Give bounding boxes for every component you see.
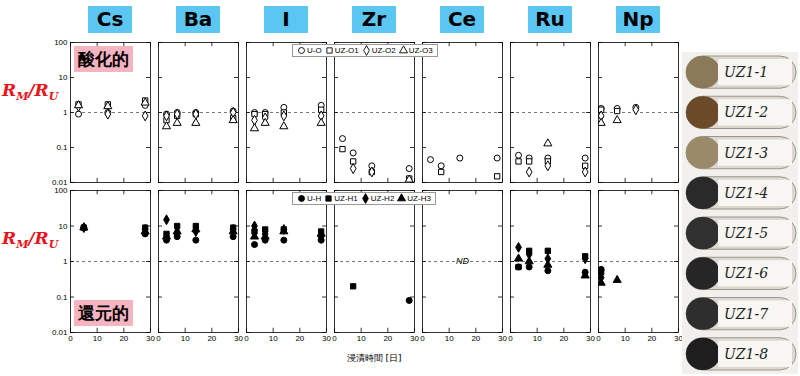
svg-text:0.1: 0.1 (56, 293, 68, 302)
svg-text:10: 10 (93, 334, 102, 343)
svg-text:0: 0 (420, 334, 425, 343)
svg-text:10: 10 (533, 334, 542, 343)
svg-text:30: 30 (674, 334, 683, 344)
svg-text:20: 20 (471, 334, 480, 343)
svg-text:30: 30 (498, 334, 507, 343)
html-text:RM/ RU: RM/ RU (2, 228, 59, 252)
html-text:UZ-H1: UZ-H1 (334, 194, 358, 203)
html-text:還元的: 還元的 (78, 303, 129, 323)
svg-text:1: 1 (63, 108, 68, 117)
svg-text:0.01: 0.01 (51, 178, 68, 188)
svg-text:UZ1-6: UZ1-6 (724, 265, 768, 281)
svg-text:10: 10 (59, 73, 68, 82)
html-text:Np: Np (622, 7, 654, 31)
html-text:Cs: Cs (96, 7, 124, 31)
html-text:UZ-H2: UZ-H2 (370, 194, 395, 203)
svg-text:100: 100 (54, 38, 68, 47)
svg-text:UZ1-2: UZ1-2 (724, 104, 768, 120)
svg-text:0: 0 (332, 334, 337, 343)
html-text:UZ-H3: UZ-H3 (407, 194, 431, 203)
svg-text:0: 0 (68, 334, 73, 343)
svg-text:30: 30 (586, 334, 595, 343)
svg-text:20: 20 (559, 334, 568, 343)
svg-text:10: 10 (269, 334, 278, 343)
html-text:Ba: Ba (183, 7, 213, 31)
html-text:UZ-O1: UZ-O1 (334, 46, 359, 55)
svg-text:0: 0 (508, 334, 513, 343)
svg-text:10: 10 (621, 334, 630, 343)
html-text:酸化的: 酸化的 (78, 49, 129, 69)
svg-text:UZ1-8: UZ1-8 (724, 346, 768, 362)
html-text:U-O: U-O (307, 46, 322, 55)
svg-text:10: 10 (445, 334, 454, 343)
svg-text:20: 20 (207, 334, 216, 343)
svg-text:ND: ND (456, 256, 469, 266)
svg-text:UZ1-1: UZ1-1 (724, 64, 768, 80)
svg-text:30: 30 (322, 334, 331, 343)
svg-text:10: 10 (357, 334, 366, 343)
svg-text:30: 30 (410, 334, 419, 343)
svg-text:20: 20 (647, 334, 656, 343)
html-text:Ru: Ru (535, 7, 565, 31)
svg-text:0.1: 0.1 (56, 143, 68, 152)
svg-text:30: 30 (146, 334, 155, 343)
svg-text:0: 0 (244, 334, 249, 343)
svg-text:30: 30 (234, 334, 243, 343)
html-text:RM/ RU: RM/ RU (2, 79, 59, 104)
html-text:U-H: U-H (307, 194, 322, 203)
svg-text:10: 10 (59, 222, 68, 231)
svg-text:0.01: 0.01 (52, 328, 68, 337)
svg-text:100: 100 (54, 186, 68, 195)
svg-text:UZ1-3: UZ1-3 (724, 145, 768, 161)
svg-text:UZ1-4: UZ1-4 (724, 185, 768, 201)
svg-text:UZ1-7: UZ1-7 (724, 306, 768, 322)
html-text:Zr: Zr (361, 7, 387, 31)
html-text:UZ-O2: UZ-O2 (371, 46, 396, 55)
html-text:I: I (282, 7, 290, 31)
svg-text:20: 20 (295, 334, 304, 343)
svg-text:UZ1-5: UZ1-5 (724, 225, 768, 241)
svg-text:20: 20 (119, 334, 128, 343)
html-text:浸漬時間 [日]: 浸漬時間 [日] (346, 353, 402, 363)
html-text:UZ-O3: UZ-O3 (408, 46, 433, 55)
svg-text:0: 0 (156, 334, 161, 343)
svg-text:20: 20 (383, 334, 392, 343)
svg-text:10: 10 (181, 334, 190, 343)
html-text:Ce: Ce (447, 7, 477, 31)
svg-text:1: 1 (63, 257, 68, 266)
svg-text:0: 0 (596, 334, 601, 343)
